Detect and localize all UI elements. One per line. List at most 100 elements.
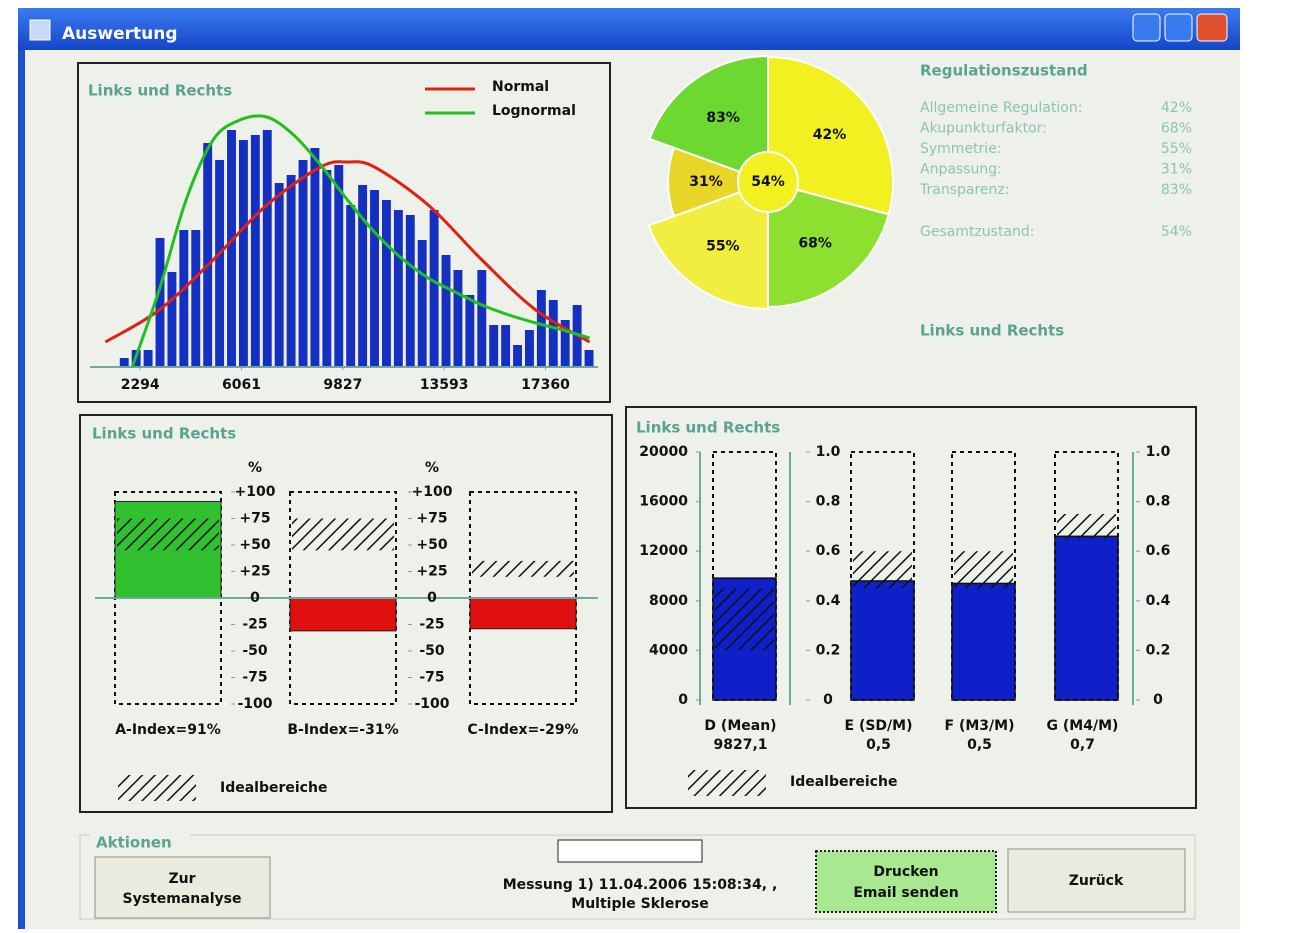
bar	[1054, 535, 1119, 701]
stats-panel	[625, 406, 1197, 809]
bar	[155, 238, 165, 367]
x-tick-label: 6061	[222, 377, 261, 393]
bar	[393, 210, 403, 367]
bar	[441, 255, 451, 367]
bar	[370, 190, 379, 367]
y-tick-label: -100	[414, 696, 449, 712]
bar	[119, 358, 129, 367]
value-label: 9827,1	[713, 737, 767, 753]
ideal-range	[954, 551, 1013, 589]
legend-label: Idealbereiche	[220, 780, 327, 796]
pie-label: 31%	[689, 174, 723, 190]
regulation-value: 83%	[1161, 182, 1192, 198]
unit-label: %	[248, 460, 262, 476]
index-panel	[79, 414, 613, 813]
pie-sector	[647, 180, 769, 311]
y-tick-label: 0	[427, 590, 437, 606]
category-label: G (M4/M)	[1047, 718, 1119, 734]
regulation-label: Akupunkturfaktor:	[920, 121, 1047, 137]
pie-sector	[767, 180, 890, 309]
regulation-total-label: Gesamtzustand:	[920, 224, 1035, 240]
y-tick-label: 0	[250, 590, 260, 606]
actions-label: Aktionen	[96, 834, 172, 852]
pie-sector	[667, 146, 771, 218]
y-tick-label: +75	[416, 511, 447, 527]
button[interactable]	[1007, 848, 1186, 913]
bar	[310, 148, 320, 367]
pie-label: 42%	[813, 127, 847, 143]
y2-tick-label: 0.2	[1146, 642, 1171, 658]
pie-center	[737, 151, 799, 213]
bar	[489, 325, 499, 367]
y-tick-label: +25	[416, 564, 447, 580]
bar	[227, 130, 236, 367]
legend-swatch	[118, 775, 196, 801]
pie-sector	[767, 55, 894, 216]
regulation-value: 55%	[1161, 141, 1192, 157]
range-box	[850, 451, 915, 701]
title-bar	[18, 8, 1240, 50]
range-box	[951, 451, 1016, 701]
window-border	[18, 50, 25, 929]
ideal-range	[1057, 514, 1116, 539]
chart-title: Links und Rechts	[636, 419, 780, 437]
y-tick-label: +100	[235, 484, 276, 500]
regulation-footer: Links und Rechts	[920, 322, 1064, 340]
y-tick-label: -75	[419, 670, 444, 686]
ideal-range	[853, 551, 912, 589]
bar	[250, 135, 260, 367]
bar	[381, 200, 391, 367]
button-label: Zur	[168, 871, 195, 887]
bar	[262, 130, 272, 367]
curve	[104, 160, 591, 344]
bar	[289, 597, 397, 632]
diagnosis: Multiple Sklerose	[571, 896, 708, 912]
bar	[429, 210, 439, 367]
category-label: C-Index=-29%	[467, 722, 578, 738]
bar	[215, 160, 225, 367]
y2-tick-label: 0.6	[816, 543, 841, 559]
regulation-total-value: 54%	[1161, 224, 1192, 240]
y-tick-label: -50	[419, 643, 445, 659]
measurement: Messung 1) 11.04.2006 15:08:34, ,	[503, 877, 778, 893]
y-tick-label: -100	[237, 696, 272, 712]
unit-label: %	[425, 460, 439, 476]
button[interactable]	[94, 856, 271, 919]
regulation-title: Regulationszustand	[920, 62, 1088, 80]
y-tick-label: +25	[239, 564, 270, 580]
button-label: Email senden	[853, 885, 958, 901]
bar	[548, 300, 558, 367]
x-tick-label: 17360	[521, 377, 570, 393]
minimize-button[interactable]	[1132, 13, 1161, 42]
x-tick-label: 9827	[323, 377, 362, 393]
bar	[513, 345, 522, 367]
close-button[interactable]	[1196, 13, 1228, 42]
bar	[298, 160, 308, 367]
chart-title: Links und Rechts	[92, 425, 236, 443]
y-tick-label: 4000	[649, 642, 688, 658]
y2-tick-label: 0.8	[1146, 494, 1171, 510]
pie-label: 68%	[798, 235, 832, 251]
pie-sector	[648, 54, 769, 184]
bar	[951, 582, 1016, 701]
bar	[179, 230, 189, 367]
y2-tick-label: 0.2	[816, 642, 841, 658]
x-tick-label: 13593	[420, 377, 469, 393]
bar	[465, 295, 475, 367]
bar	[238, 140, 248, 367]
pie-center-label: 54%	[751, 174, 785, 190]
ideal-range	[292, 518, 394, 551]
value-label: 0,5	[866, 737, 891, 753]
button[interactable]	[815, 850, 997, 913]
legend-label: Idealbereiche	[790, 774, 897, 790]
pie-label: 83%	[706, 110, 740, 126]
bar	[358, 185, 368, 367]
legend-swatch	[688, 770, 766, 796]
maximize-button[interactable]	[1164, 13, 1193, 42]
regulation-label: Anpassung:	[920, 162, 1002, 178]
y2-tick-label: 0.4	[816, 593, 841, 609]
y-tick-label: 8000	[649, 593, 688, 609]
bar	[143, 350, 153, 367]
y-tick-label: 16000	[639, 494, 688, 510]
